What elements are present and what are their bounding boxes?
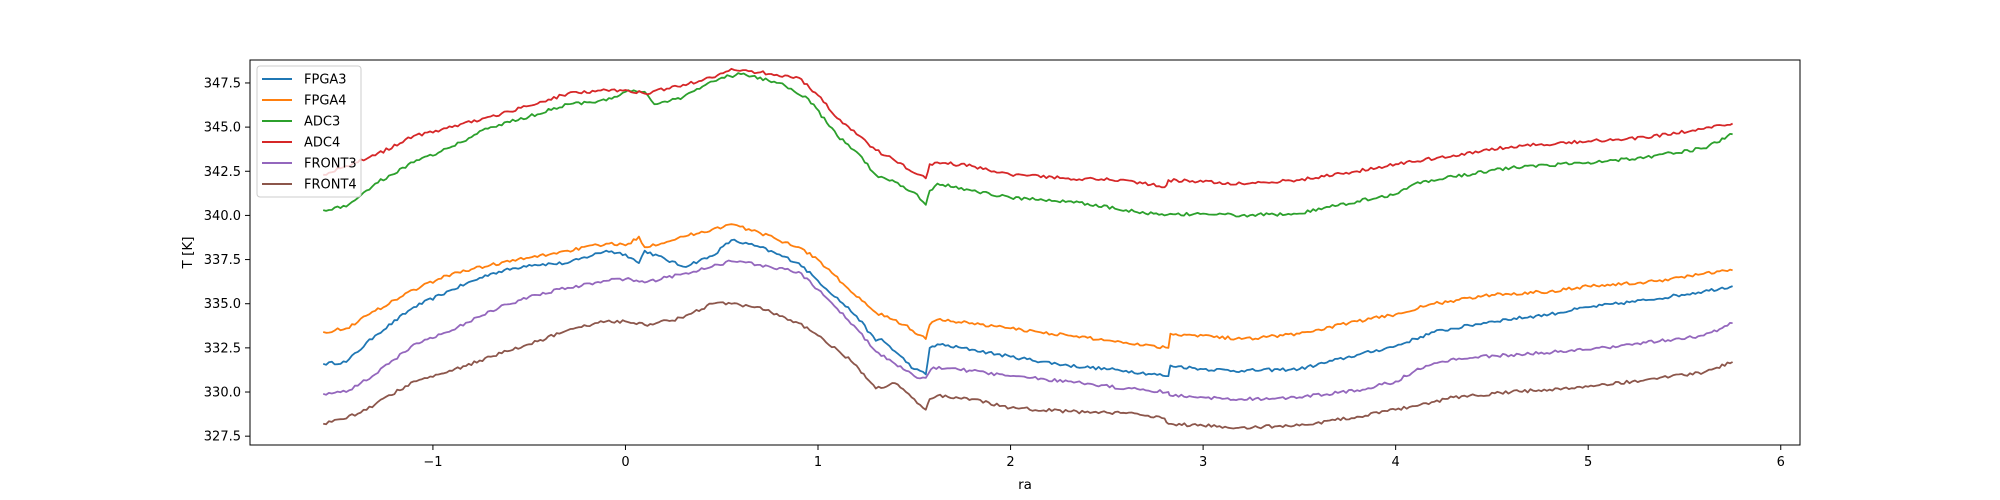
- y-tick-label: 337.5: [204, 253, 241, 268]
- x-tick-label: 5: [1584, 455, 1592, 470]
- y-axis-label: T [K]: [180, 237, 196, 270]
- series-line-fpga4: [322, 223, 1733, 350]
- series-line-fpga3: [322, 238, 1733, 377]
- y-tick-label: 335.0: [204, 297, 241, 312]
- legend-label-front3: FRONT3: [304, 157, 357, 172]
- series-lines: [322, 67, 1734, 430]
- x-tick-label: 6: [1777, 455, 1785, 470]
- series-line-adc4: [323, 67, 1734, 189]
- series-line-adc3: [322, 72, 1733, 218]
- x-tick-label: 2: [1006, 455, 1014, 470]
- legend: FPGA3 FPGA4 ADC3 ADC4 FRONT3 FRONT4: [256, 65, 362, 198]
- y-tick-label: 327.5: [204, 430, 241, 445]
- x-tick-label: −1: [423, 455, 442, 470]
- x-axis-ticks: −1 0 1 2 3 4 5 6: [423, 445, 1785, 470]
- plot-frame: [249, 59, 1801, 446]
- legend-label-adc4: ADC4: [304, 136, 340, 151]
- series-line-front4: [323, 301, 1734, 430]
- legend-label-adc3: ADC3: [304, 115, 340, 130]
- x-tick-label: 3: [1199, 455, 1207, 470]
- x-tick-label: 4: [1392, 455, 1400, 470]
- y-tick-label: 345.0: [204, 121, 241, 136]
- y-tick-label: 342.5: [204, 165, 241, 180]
- y-tick-label: 332.5: [204, 341, 241, 356]
- y-tick-label: 340.0: [204, 209, 241, 224]
- y-tick-label: 330.0: [204, 386, 241, 401]
- legend-box: [256, 65, 362, 198]
- legend-label-fpga4: FPGA4: [304, 94, 347, 109]
- y-tick-label: 347.5: [204, 76, 241, 91]
- x-tick-label: 0: [621, 455, 629, 470]
- series-line-front3: [322, 259, 1733, 401]
- x-axis-label: ra: [1018, 477, 1032, 493]
- y-axis-ticks: 327.5 330.0 332.5 335.0 337.5 340.0 342.5 345.0…: [204, 76, 250, 445]
- legend-label-fpga3: FPGA3: [304, 73, 347, 88]
- x-tick-label: 1: [814, 455, 822, 470]
- legend-label-front4: FRONT4: [304, 178, 357, 193]
